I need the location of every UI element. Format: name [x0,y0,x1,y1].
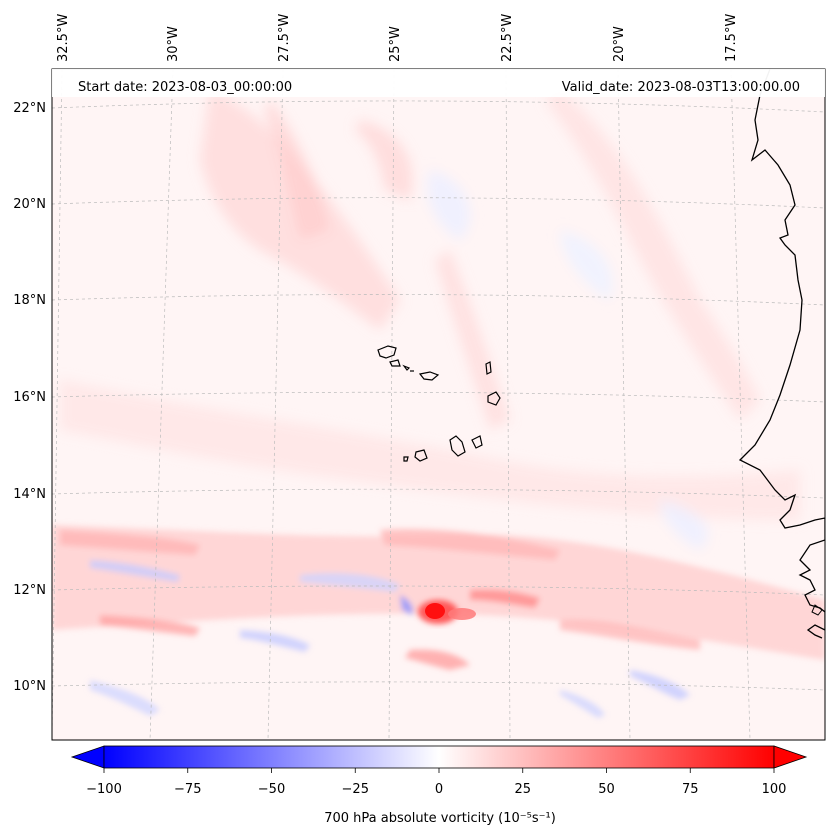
colorbar-tick-label: 50 [598,782,615,797]
lat-label: 14°N [13,487,46,502]
lon-label: 30°W [166,26,181,62]
graticule [52,69,825,740]
lat-label: 22°N [13,101,46,116]
lat-label: 20°N [13,197,46,212]
start-date: Start date: 2023-08-03_00:00:00 [78,80,292,95]
lat-label: 18°N [13,293,46,308]
lat-label: 12°N [13,583,46,598]
lon-label: 17.5°W [724,14,739,62]
coastline-island [811,604,823,616]
colorbar-tick-label: 75 [682,782,699,797]
colorbar-gradient [103,745,775,769]
colorbar-low-extension [70,745,105,769]
date-header-bar [52,69,825,97]
valid-date: Valid_date: 2023-08-03T13:00:00.00 [562,80,800,95]
southern-vorticity-band [52,525,825,718]
colorbar-label: 700 hPa absolute vorticity (10⁻⁵s⁻¹) [324,811,556,826]
vorticity-maximum [418,600,476,624]
colorbar-tick-label: 25 [514,782,531,797]
colorbar-tick-label: −25 [342,782,369,797]
coastline [738,69,825,639]
colorbar-tick-label: −75 [174,782,201,797]
cape-verde-islands [377,345,501,462]
lon-label: 27.5°W [277,14,292,62]
colorbar-high-extension [773,745,808,769]
colorbar-tick-label: −50 [258,782,285,797]
colorbar: −100 −75 −50 −25 0 25 50 75 100 700 hPa absolute… [70,745,808,826]
lat-label: 16°N [13,390,46,405]
colorbar-tick-label: 100 [762,782,787,797]
longitude-labels: 32.5°W 30°W 27.5°W 25°W 22.5°W 20°W 17.5… [56,14,739,62]
lat-label: 10°N [13,679,46,694]
lon-label: 20°W [612,26,627,62]
vorticity-field [52,69,825,740]
latitude-labels: 22°N 20°N 18°N 16°N 14°N 12°N 10°N [13,101,46,694]
lon-label: 32.5°W [56,14,71,62]
colorbar-tick-label: 0 [435,782,443,797]
lon-label: 22.5°W [500,14,515,62]
colorbar-tick-label: −100 [86,782,122,797]
lon-label: 25°W [388,26,403,62]
